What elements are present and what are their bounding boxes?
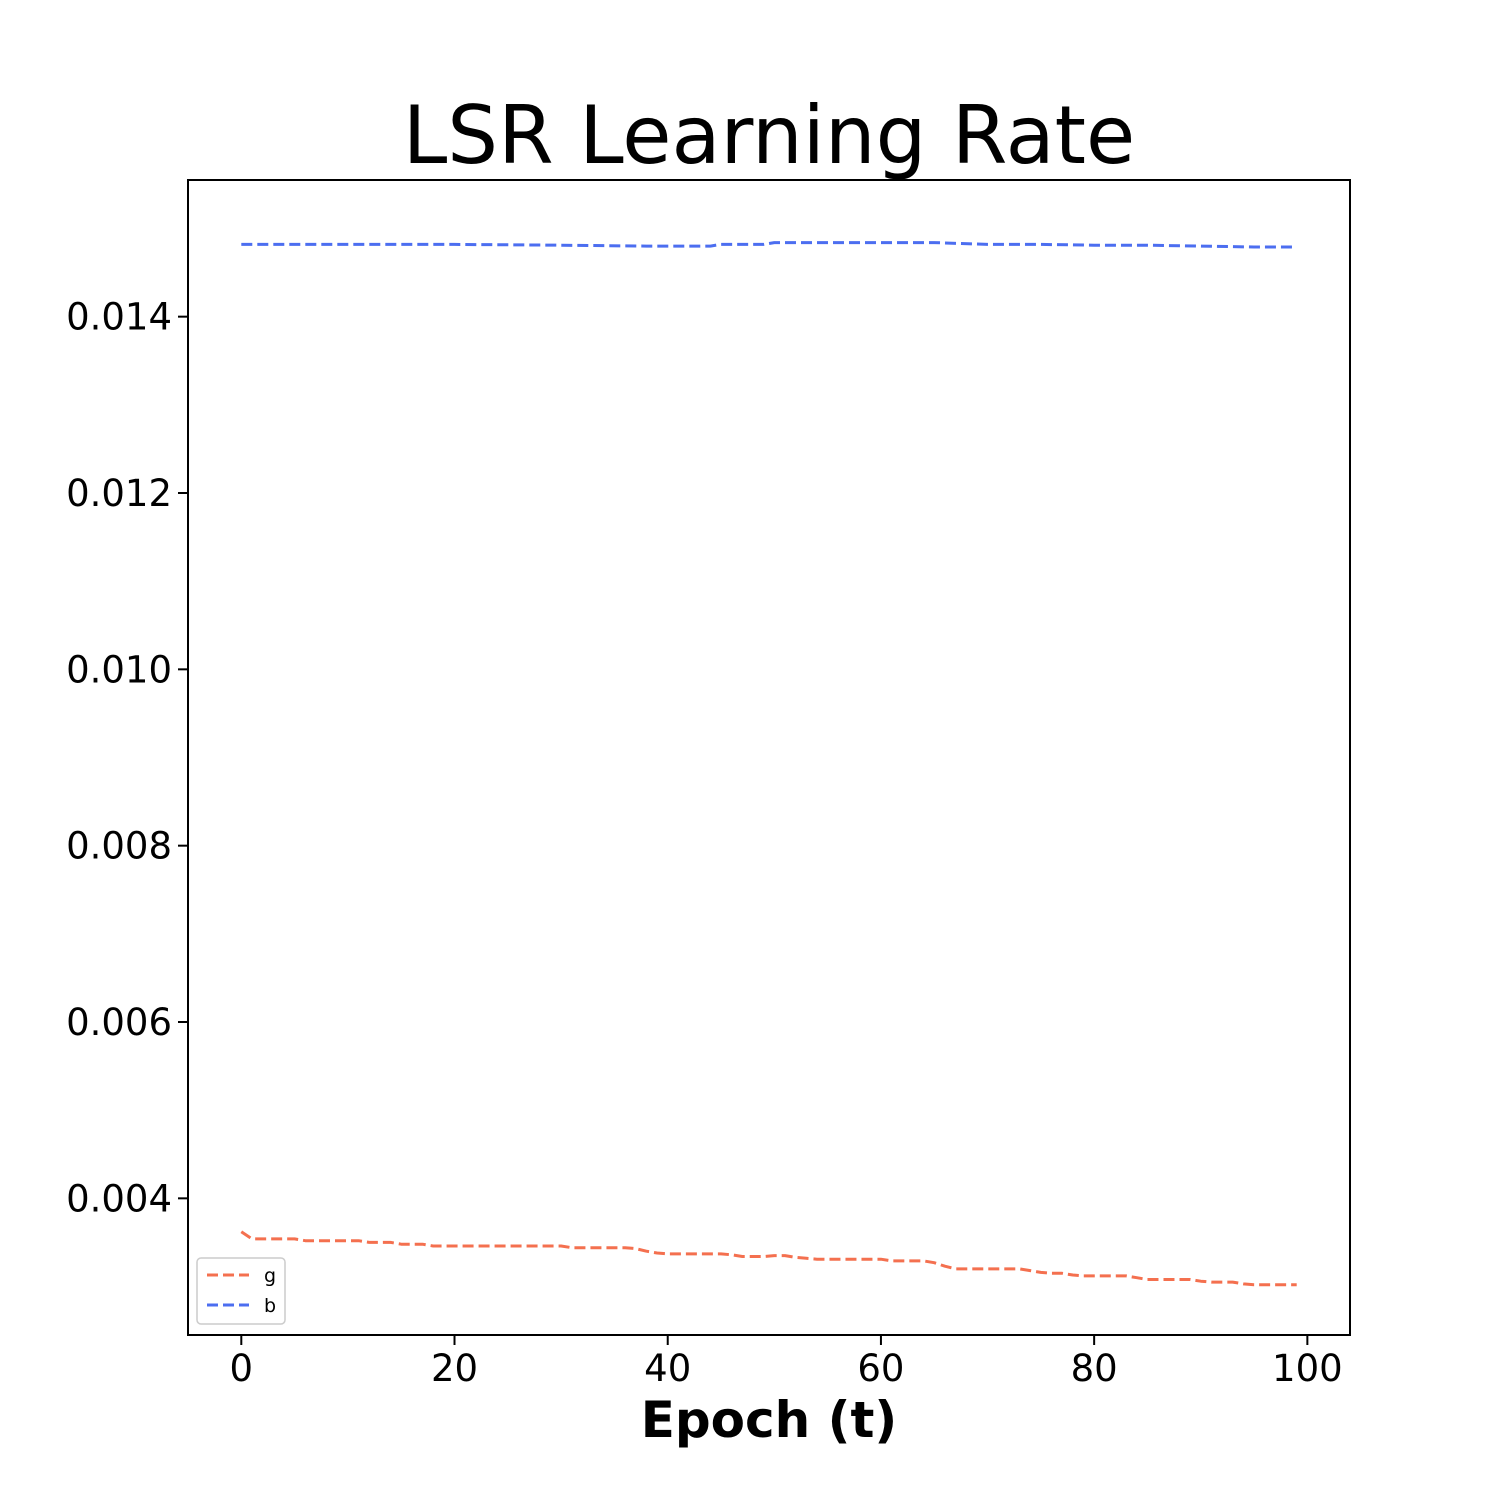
y-tick-label: 0.014 — [66, 296, 172, 339]
plot-frame — [187, 179, 1351, 1336]
series-line-b — [241, 241, 1297, 249]
y-axis: 0.004 0.006 0.008 0.010 0.012 0.014 — [66, 296, 188, 1220]
x-tick-label: 60 — [857, 1347, 904, 1390]
series-line-g — [240, 1230, 1297, 1287]
y-tick-label: 0.012 — [66, 472, 172, 515]
y-tick-label: 0.006 — [66, 1001, 172, 1044]
x-tick-label: 20 — [431, 1347, 478, 1390]
x-tick-label: 40 — [644, 1347, 691, 1390]
legend: gb — [196, 1257, 286, 1325]
x-tick-label: 80 — [1071, 1347, 1118, 1390]
y-tick-label: 0.010 — [66, 648, 172, 691]
legend-label-b: b — [264, 1295, 276, 1317]
chart-title: LSR Learning Rate — [403, 89, 1136, 182]
legend-label-g: g — [264, 1265, 276, 1287]
y-tick-label: 0.008 — [66, 825, 172, 868]
x-tick-label: 100 — [1272, 1347, 1343, 1390]
x-axis: 0 20 40 60 80 100 — [230, 1335, 1343, 1390]
legend-box — [196, 1257, 286, 1325]
series-layer — [240, 241, 1297, 1287]
x-tick-label: 0 — [230, 1347, 254, 1390]
plot-background — [188, 180, 1350, 1335]
x-axis-label: Epoch (t) — [641, 1391, 898, 1449]
y-tick-label: 0.004 — [66, 1177, 172, 1220]
